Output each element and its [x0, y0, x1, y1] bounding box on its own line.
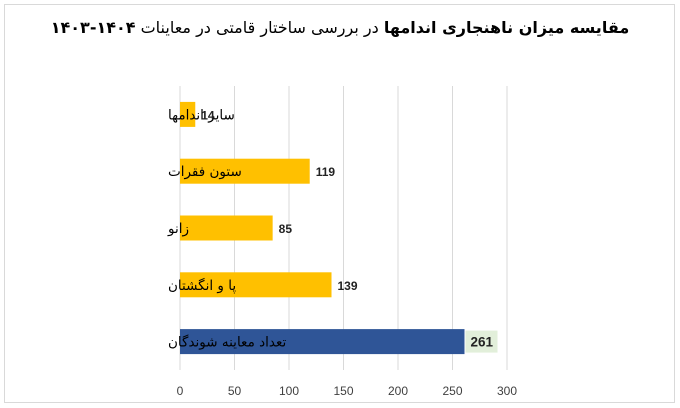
category-label: سایر اندامها	[168, 107, 235, 123]
chart-title-bold: مقایسه میزان ناهنجاری اندامها	[383, 18, 630, 37]
bar	[180, 158, 310, 184]
chart-title: مقایسه میزان ناهنجاری اندامها در بررسی س…	[0, 18, 680, 37]
value-labels: 14 119 85 139 261	[201, 108, 498, 353]
category-labels: سایر اندامها ستون فقرات زانو پا و انگشتان تع…	[167, 107, 286, 350]
bar	[180, 101, 196, 127]
value-label: 261	[470, 335, 493, 350]
bar	[180, 272, 332, 298]
x-tick-label: 150	[333, 384, 353, 398]
category-label: زانو	[167, 221, 189, 237]
x-tick-label: 50	[228, 384, 242, 398]
bar	[180, 329, 465, 355]
value-label: 119	[316, 165, 336, 179]
value-label: 14	[201, 108, 215, 122]
value-label: 85	[279, 222, 293, 236]
category-label: پا و انگشتان	[168, 277, 236, 294]
category-label: ستون فقرات	[168, 164, 242, 180]
value-label-bg	[465, 330, 498, 353]
value-label: 139	[338, 279, 358, 293]
category-label: تعداد معاینه شوندگان	[168, 334, 286, 351]
chart-title-regular: در بررسی ساختار قامتی در معاینات	[140, 18, 379, 37]
x-tick-label: 100	[279, 384, 299, 398]
bar	[180, 215, 273, 241]
tick-labels: 0 50 100 150 200 250 300	[177, 384, 518, 398]
chart-title-years: ۱۴۰۴-۱۴۰۳	[50, 18, 136, 37]
x-tick-label: 250	[442, 384, 462, 398]
bars-group	[180, 101, 465, 355]
x-tick-label: 0	[177, 384, 184, 398]
x-tick-label: 200	[388, 384, 408, 398]
x-tick-label: 300	[497, 384, 517, 398]
